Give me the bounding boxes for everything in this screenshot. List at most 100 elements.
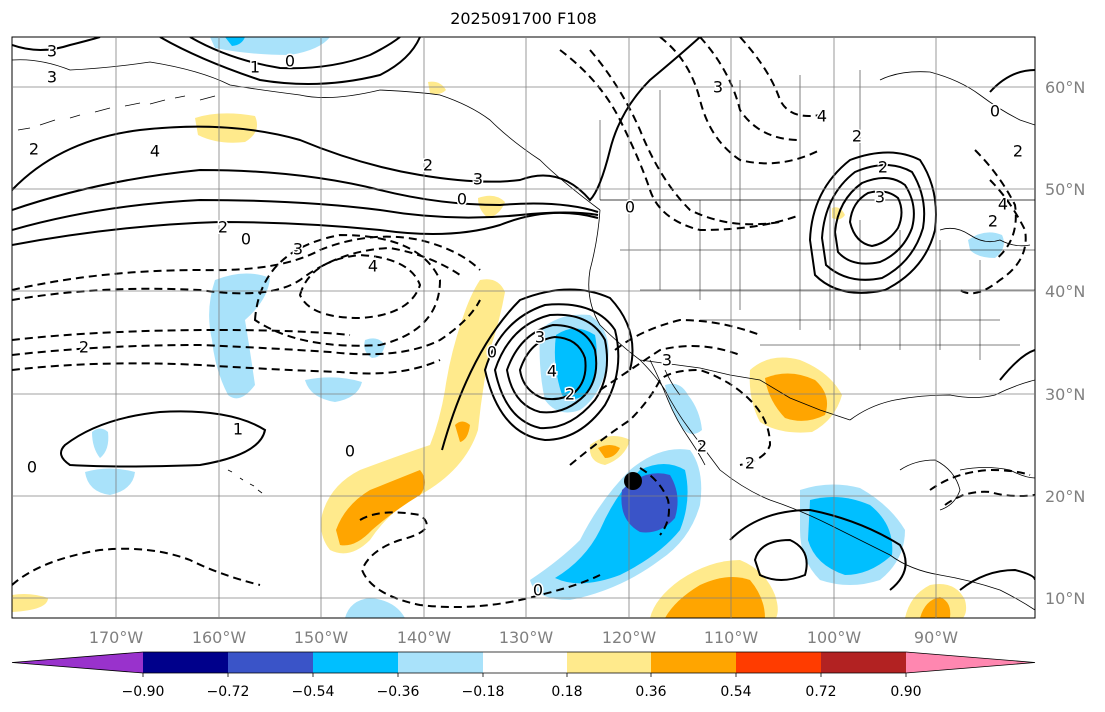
contour-dashed-14	[599, 345, 741, 391]
orange-shade-bottom-right	[920, 597, 951, 618]
contour-label: 2	[423, 156, 433, 175]
colorbar-segment	[567, 652, 651, 673]
contour-label: 4	[368, 257, 378, 276]
north-america-west-coast	[588, 209, 1035, 611]
gulf-of-mexico-coast	[849, 379, 1035, 421]
alaska-coast	[12, 59, 601, 211]
longitude-label: 160°W	[192, 628, 247, 647]
coastlines	[12, 59, 1035, 611]
contour-solid-low-3	[505, 323, 598, 414]
contour-solid-top-left-2	[189, 37, 401, 70]
shaded-fields	[12, 37, 1004, 618]
colorbar-tick-label: 0.90	[890, 684, 921, 700]
contour-dashed-7	[589, 49, 781, 226]
orange-shade-band-1	[336, 470, 425, 546]
contour-label: 3	[713, 78, 723, 97]
blue-shade-baja	[665, 383, 702, 434]
hawaii-islands	[227, 469, 263, 494]
map-plot-area	[12, 37, 1035, 618]
contour-label: 2	[1013, 142, 1023, 161]
contour-label: 0	[27, 458, 37, 477]
contour-dashed-3	[12, 299, 481, 356]
contour-label: 4	[998, 195, 1008, 214]
contour-solid-ne-high-2	[820, 164, 926, 281]
cyan-shade-mexico-e	[808, 496, 893, 575]
latitude-label: 30°N	[1045, 385, 1085, 404]
contour-label: 4	[150, 142, 160, 161]
map-title: 2025091700 F108	[450, 9, 597, 28]
contour-solid-upper-3	[12, 198, 599, 231]
contour-dashed-1	[12, 235, 481, 291]
contour-solid-left-closed	[60, 410, 267, 468]
colorbar-tick-label: −0.36	[377, 684, 420, 700]
contour-dashed-5	[12, 328, 351, 341]
contour-dashed-13	[569, 368, 772, 466]
latitude-label: 20°N	[1045, 487, 1085, 506]
contour-label: 3	[662, 351, 672, 370]
colorbar-segment	[483, 652, 567, 673]
contour-label: 2	[852, 127, 862, 146]
cyan-shade-top	[225, 37, 245, 46]
contour-label: 0	[241, 230, 251, 249]
contour-solid-ne-high-1	[808, 151, 937, 294]
contour-label: 2	[988, 212, 998, 231]
contour-label: 3	[47, 68, 57, 87]
colorbar-tick-label: 0.18	[551, 684, 582, 700]
longitude-label: 100°W	[807, 628, 862, 647]
contour-solid-se-1	[729, 508, 907, 591]
contour-dashed-9	[699, 37, 801, 141]
latitude-label: 50°N	[1045, 180, 1085, 199]
contour-dashed-19	[929, 468, 1031, 491]
contour-label: 4	[547, 362, 557, 381]
contour-solid-top-left	[159, 37, 421, 85]
colorbar-tick-labels: −0.90 −0.72 −0.54 −0.36 −0.18 0.18 0.36 0.54 0.7…	[122, 673, 922, 700]
contour-dashed-10	[739, 37, 821, 117]
yellow-shade-small-1	[428, 81, 446, 94]
yellow-shade-small-2	[478, 195, 505, 218]
longitude-label: 120°W	[602, 628, 657, 647]
colorbar-tick-label: −0.54	[292, 684, 335, 700]
contour-label: 0	[285, 52, 295, 71]
colorbar-extend-right	[906, 652, 1035, 673]
contour-label: 0	[990, 102, 1000, 121]
yellow-shade-bottom-left	[12, 594, 48, 612]
colorbar-tick-label: 0.72	[805, 684, 836, 700]
colorbar-segment	[651, 652, 736, 673]
orange-shade-small-4	[598, 445, 620, 458]
contour-solid-ne-high-3	[833, 177, 915, 265]
cyan-shade-low	[554, 328, 597, 399]
colorbar-tick-label: 0.54	[720, 684, 751, 700]
latitude-label: 40°N	[1045, 282, 1085, 301]
storm-center-marker	[624, 472, 642, 490]
contour-dashed-closed-2	[253, 233, 442, 347]
colorbar	[11, 651, 1036, 674]
orange-shade-bottom-center	[665, 576, 765, 618]
longitude-label: 110°W	[704, 628, 759, 647]
longitude-labels: 170°W 160°W 150°W 140°W 130°W 120°W 110°W 100°W…	[89, 628, 958, 647]
colorbar-extend-left	[12, 652, 143, 673]
contour-label: 2	[79, 338, 89, 357]
contour-dashed-8	[659, 37, 821, 165]
contour-label: 3	[47, 42, 57, 61]
contour-solid-right-edge	[999, 349, 1035, 381]
longitude-label: 140°W	[397, 628, 452, 647]
contour-solid-top-left-3	[12, 37, 101, 51]
colorbar-segment	[736, 652, 821, 673]
contour-solid-low-2	[493, 313, 608, 430]
contour-label: 0	[533, 581, 543, 600]
longitude-label: 90°W	[914, 628, 958, 647]
us-mexico-border	[639, 359, 851, 421]
map-frame	[11, 36, 1036, 619]
contour-label: 3	[293, 240, 303, 259]
longitude-label: 170°W	[89, 628, 144, 647]
contour-dashed-18	[12, 547, 261, 586]
contours-dashed	[12, 37, 1035, 609]
aleutian-islands	[17, 95, 216, 131]
contours-solid	[12, 37, 1035, 591]
contour-label: 0	[625, 198, 635, 217]
contour-solid-upper-1	[12, 37, 701, 202]
great-lakes	[939, 227, 1031, 247]
blue-shade-bottom	[345, 598, 405, 618]
